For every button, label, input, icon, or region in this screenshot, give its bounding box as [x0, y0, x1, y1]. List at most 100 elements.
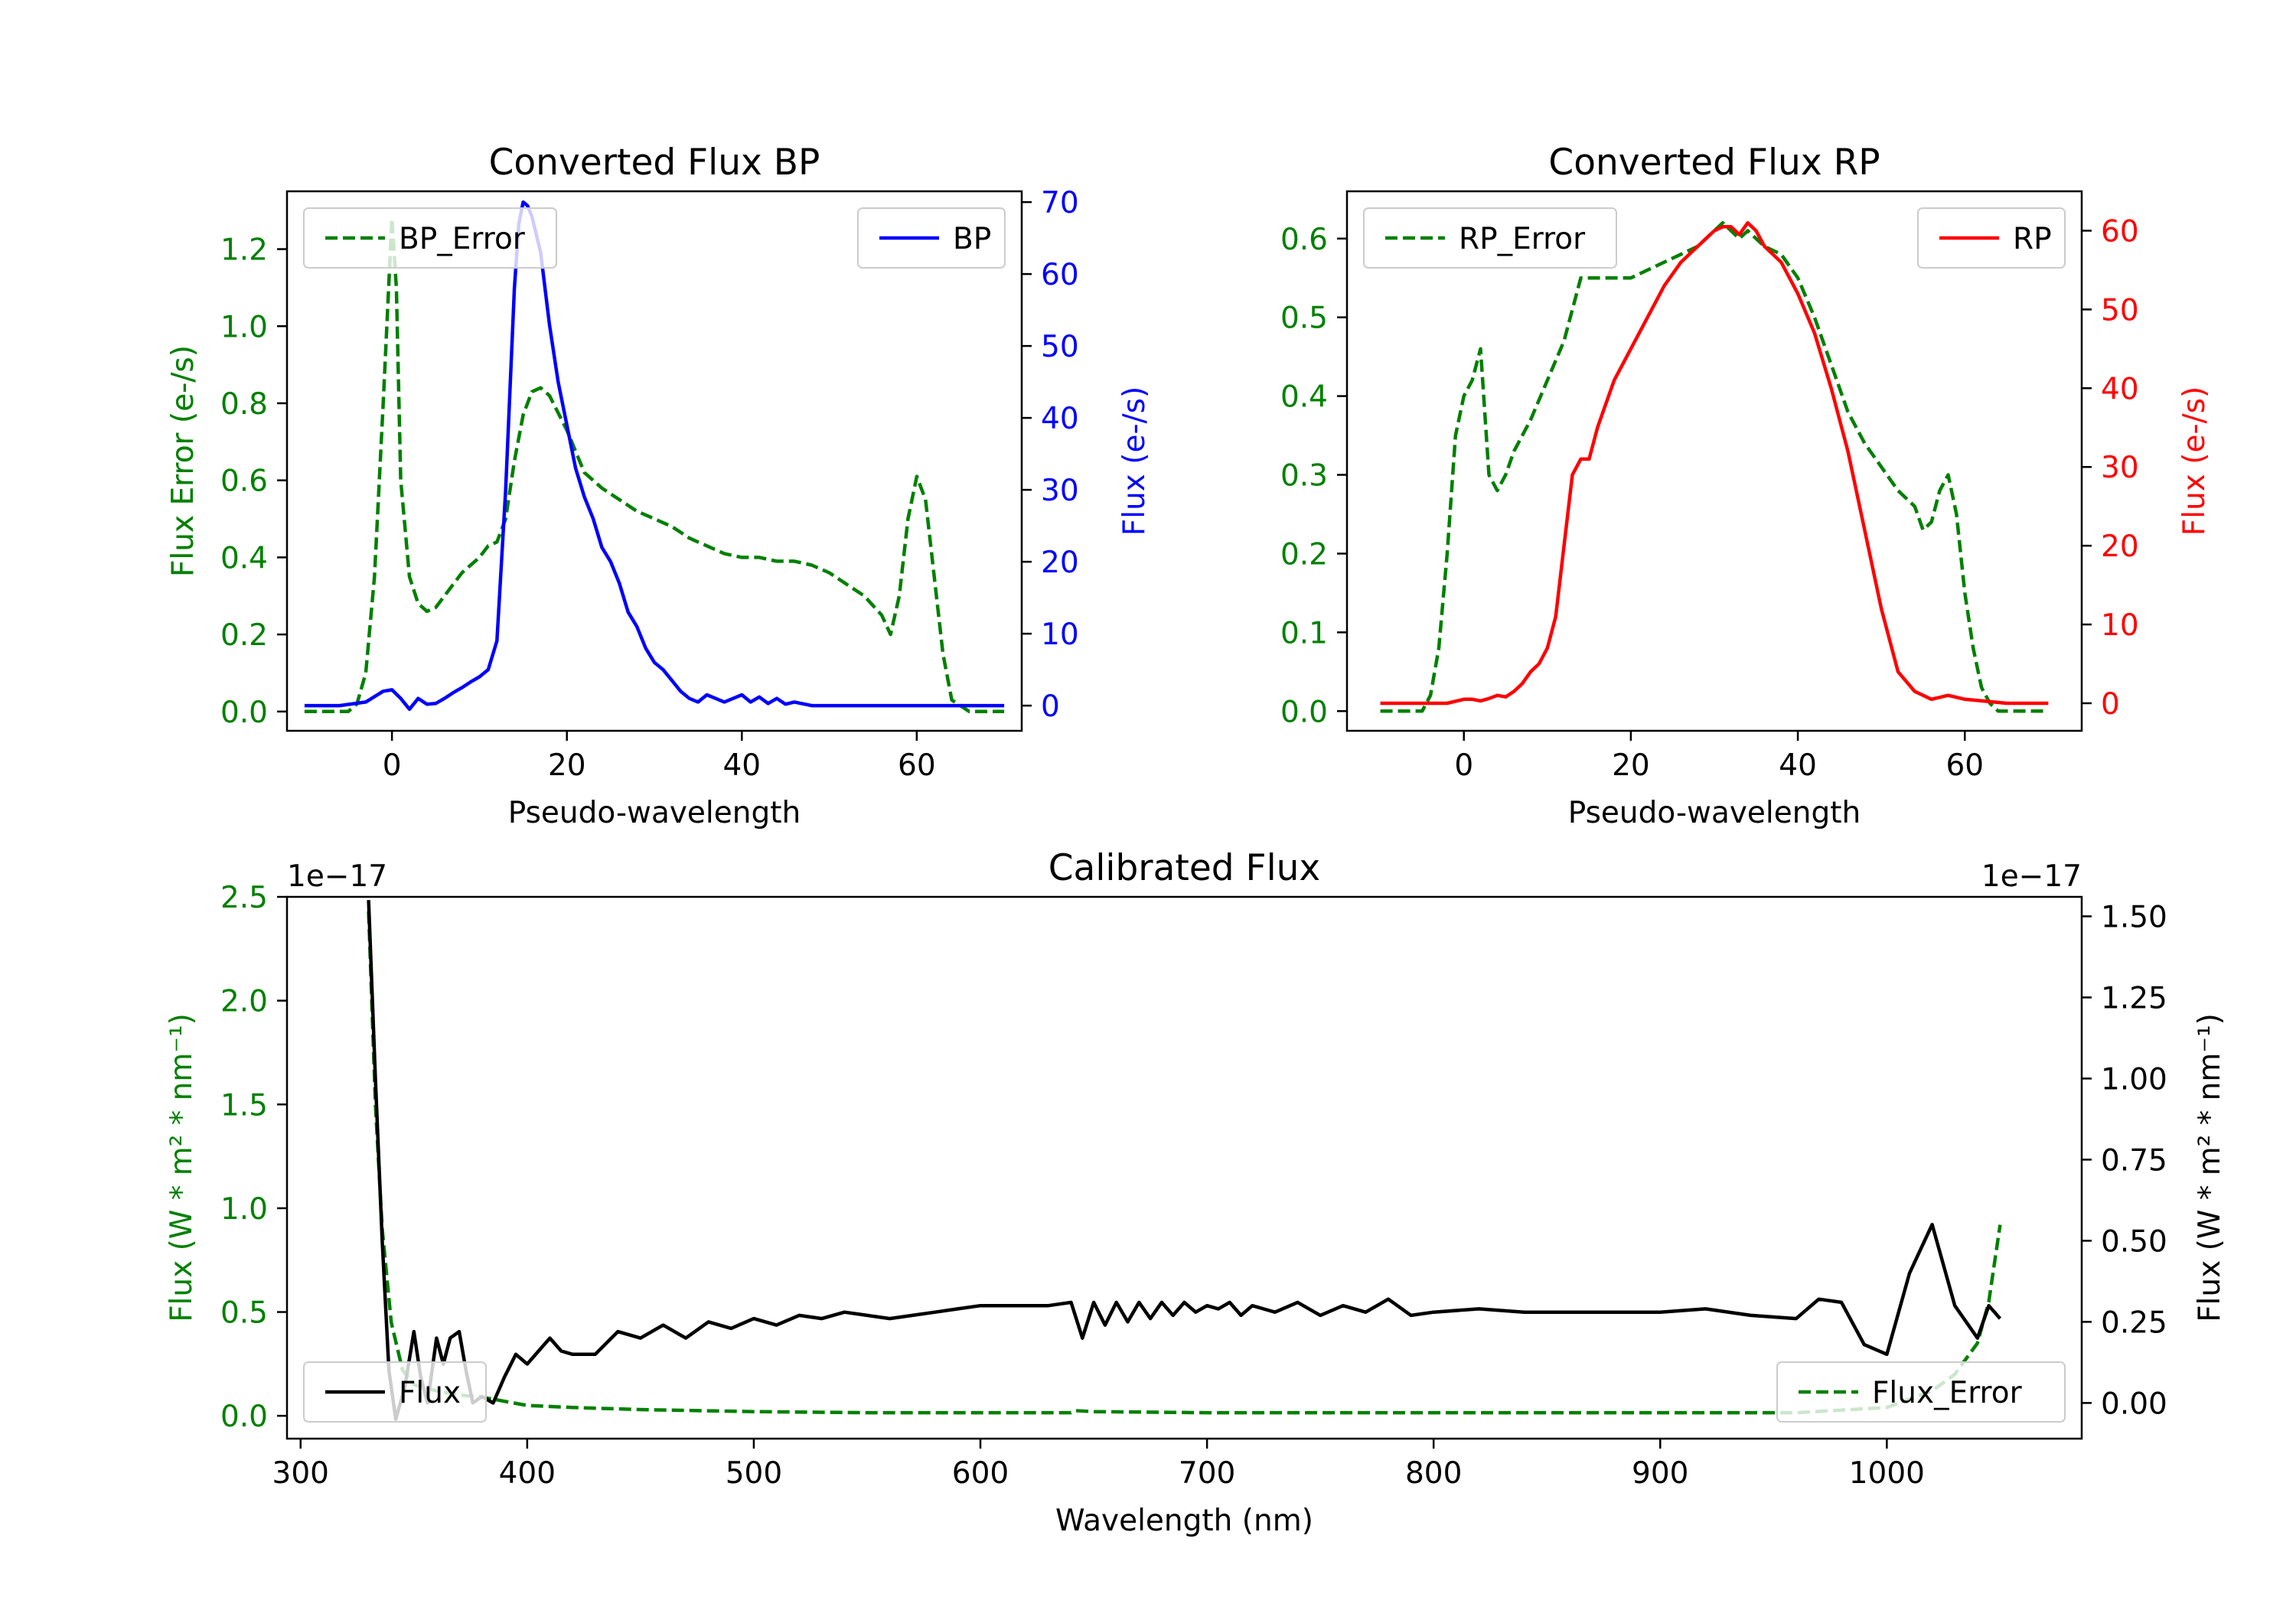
x-tick-label: 40	[1779, 748, 1817, 783]
x-tick-label: 600	[952, 1456, 1009, 1491]
x-tick-label: 20	[1612, 748, 1650, 783]
x-tick-label: 20	[548, 748, 586, 783]
left-tick-label: 2.0	[220, 985, 268, 1019]
right-tick-label: 1.25	[2101, 981, 2167, 1015]
right-tick-label: 30	[2101, 451, 2139, 485]
series-line-flux-error	[367, 911, 2002, 1415]
chart-title: Converted Flux RP	[1548, 142, 1880, 184]
left-tick-label: 1.2	[220, 233, 268, 268]
legend-label: Flux_Error	[1872, 1376, 2023, 1410]
x-tick-label: 700	[1179, 1456, 1235, 1491]
right-tick-label: 50	[2101, 293, 2139, 328]
left-tick-label: 0.0	[220, 1400, 268, 1434]
right-tick-label: 20	[1041, 546, 1079, 580]
legend-bp: BP	[857, 207, 1006, 269]
left-tick-label: 0.0	[1280, 695, 1328, 729]
series-line-bp	[304, 200, 1005, 712]
right-tick-label: 0.50	[2101, 1224, 2167, 1259]
x-tick-label: 60	[898, 748, 936, 783]
x-axis-label: Pseudo-wavelength	[1568, 796, 1861, 830]
right-tick-label: 1.50	[2101, 900, 2167, 934]
left-tick-label: 0.3	[1280, 459, 1328, 494]
legend-rp: RP	[1917, 207, 2066, 269]
left-tick-label: 0.6	[1280, 223, 1328, 257]
right-tick-label: 0	[2101, 687, 2120, 722]
right-axis-label: Flux (e-/s)	[1117, 386, 1152, 536]
right-axis-offset: 1e−17	[1981, 859, 2082, 894]
right-axis-label: Flux (e-/s)	[2177, 386, 2212, 536]
plot-frame	[285, 895, 2083, 1440]
left-tick-label: 0.0	[220, 696, 268, 730]
chart-2: 0 20 40 60 0.0 0.1 0.2 0.3 0.4 0.5 0.6 0 10 20 30 40 50 6…	[166, 142, 2212, 830]
chart-3: 300 400 500 600 700 800 900 1000 0.0 0.5 1.0 1.5 2.0…	[165, 847, 2227, 1538]
left-axis-label: Flux (W * m² * nm⁻¹)	[165, 1013, 199, 1322]
legend-label: BP_Error	[399, 222, 526, 256]
right-tick-label: 10	[2101, 608, 2139, 643]
right-tick-label: 10	[1041, 618, 1079, 652]
chart-1: 0 20 40 60 0.0 0.2 0.4 0.6 0.8 1.0 1.2 0 10 20 30 40 50 6…	[166, 142, 1152, 830]
legend-box	[303, 207, 557, 269]
legend-rp-error: RP_Error	[1363, 207, 1617, 269]
right-axis-label: Flux (W * m² * nm⁻¹)	[2193, 1013, 2227, 1322]
chart-title: Calibrated Flux	[1049, 847, 1321, 889]
legend-label: RP	[2013, 222, 2052, 256]
right-tick-label: 0	[1041, 689, 1060, 724]
right-tick-label: 60	[1041, 258, 1079, 292]
right-tick-label: 0.25	[2101, 1305, 2167, 1340]
x-tick-label: 400	[499, 1456, 556, 1491]
x-axis-label: Wavelength (nm)	[1055, 1504, 1313, 1538]
left-axis-label: Flux Error (e-/s)	[166, 345, 201, 577]
right-tick-label: 70	[1041, 186, 1079, 220]
left-tick-label: 0.2	[220, 618, 268, 653]
left-tick-label: 0.8	[220, 387, 268, 422]
legend-box	[1363, 207, 1617, 269]
left-tick-label: 0.5	[1280, 302, 1328, 336]
right-tick-label: 0.00	[2101, 1387, 2167, 1421]
legend-label: BP	[953, 222, 991, 256]
right-tick-label: 0.75	[2101, 1143, 2167, 1178]
legend-flux: Flux	[303, 1361, 487, 1423]
right-tick-label: 30	[1041, 474, 1079, 508]
x-tick-label: 1000	[1849, 1456, 1925, 1491]
left-tick-label: 1.5	[220, 1088, 268, 1123]
series-line-flux	[367, 900, 2002, 1421]
left-tick-label: 1.0	[220, 1192, 268, 1227]
legend-label: RP_Error	[1459, 222, 1586, 256]
left-axis-label: Flux Error (e-/s)	[166, 345, 201, 577]
left-axis-offset: 1e−17	[287, 859, 387, 894]
plot-frame	[1345, 190, 2083, 732]
x-tick-label: 0	[383, 748, 402, 783]
legend-flux-error: Flux_Error	[1776, 1361, 2066, 1423]
right-tick-label: 40	[1041, 402, 1079, 436]
left-tick-label: 0.5	[220, 1296, 268, 1331]
series-line-bp-error	[304, 217, 1005, 714]
right-tick-label: 1.00	[2101, 1062, 2167, 1097]
x-tick-label: 500	[726, 1456, 782, 1491]
x-tick-label: 60	[1945, 748, 1984, 783]
x-tick-label: 0	[1454, 748, 1473, 783]
legend-bp-error: BP_Error	[303, 207, 557, 269]
left-tick-label: 1.0	[220, 310, 268, 344]
left-tick-label: 0.4	[220, 541, 268, 575]
plot-frame	[285, 190, 1023, 732]
legend-box	[303, 1361, 487, 1423]
x-tick-label: 300	[272, 1456, 329, 1491]
series-line-rp-error	[1380, 220, 2049, 713]
left-tick-label: 0.6	[220, 464, 268, 499]
left-tick-label: 0.2	[1280, 537, 1328, 572]
x-axis-label: Pseudo-wavelength	[508, 796, 801, 830]
x-tick-label: 800	[1405, 1456, 1462, 1491]
x-tick-label: 900	[1632, 1456, 1688, 1491]
x-tick-label: 40	[722, 748, 761, 783]
right-tick-label: 20	[2101, 530, 2139, 564]
chart-title: Converted Flux BP	[489, 142, 820, 184]
legend-label: Flux	[399, 1376, 461, 1410]
right-tick-label: 60	[2101, 214, 2139, 249]
right-tick-label: 40	[2101, 372, 2139, 406]
left-tick-label: 0.4	[1280, 380, 1328, 415]
series-line-rp	[1380, 220, 2049, 706]
left-tick-label: 2.5	[220, 881, 268, 915]
legend-box	[1776, 1361, 2066, 1423]
right-tick-label: 50	[1041, 330, 1079, 364]
